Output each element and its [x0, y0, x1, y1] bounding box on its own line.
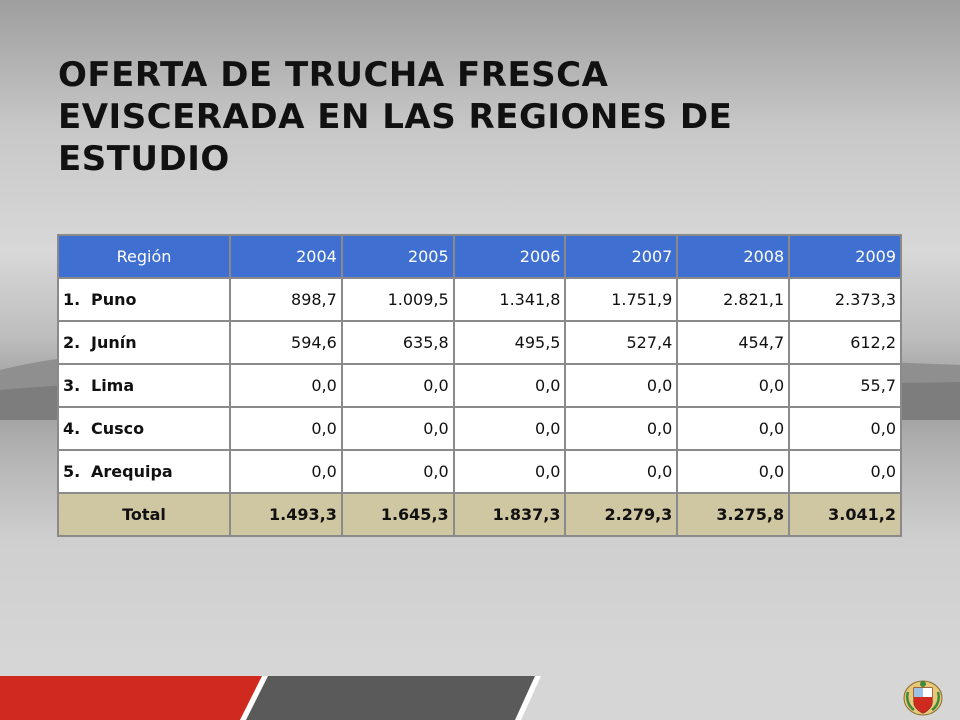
region-name: Puno: [91, 290, 137, 309]
value-cell: 0,0: [676, 449, 791, 494]
region-cell: 4. Cusco: [57, 406, 231, 451]
value-cell: 898,7: [229, 277, 343, 322]
region-cell: 1. Puno: [57, 277, 231, 322]
region-name: Lima: [91, 376, 135, 395]
value-cell: 1.009,5: [340, 277, 455, 322]
page-title: OFERTA DE TRUCHA FRESCA EVISCERADA EN LA…: [58, 55, 733, 179]
total-value-cell: 1.837,3: [452, 492, 567, 537]
value-cell: 0,0: [452, 406, 567, 451]
row-number: 3.: [63, 376, 81, 395]
value-cell: 454,7: [676, 320, 791, 365]
footer-band-grey: [521, 676, 960, 720]
table-header-row: Región 2004 2005 2006 2007 2008 2009: [57, 234, 902, 279]
column-header-2007: 2007: [564, 234, 679, 279]
value-cell: 635,8: [340, 320, 455, 365]
table-row: 5. Arequipa 0,0 0,0 0,0 0,0 0,0 0,0: [57, 449, 902, 494]
value-cell: 0,0: [564, 406, 679, 451]
region-cell: 3. Lima: [57, 363, 231, 408]
value-cell: 1.341,8: [452, 277, 567, 322]
value-cell: 0,0: [340, 363, 455, 408]
region-name: Arequipa: [91, 462, 173, 481]
table-row: 2. Junín 594,6 635,8 495,5 527,4 454,7 61…: [57, 320, 902, 365]
total-value-cell: 1.645,3: [340, 492, 455, 537]
value-cell: 0,0: [340, 449, 455, 494]
value-cell: 0,0: [788, 449, 902, 494]
footer-band-red: [0, 676, 262, 720]
value-cell: 0,0: [564, 449, 679, 494]
value-cell: 1.751,9: [564, 277, 679, 322]
value-cell: 0,0: [452, 449, 567, 494]
value-cell: 612,2: [788, 320, 902, 365]
value-cell: 0,0: [340, 406, 455, 451]
value-cell: 0,0: [788, 406, 902, 451]
total-value-cell: 2.279,3: [564, 492, 679, 537]
value-cell: 0,0: [229, 449, 343, 494]
total-value-cell: 3.041,2: [788, 492, 902, 537]
region-name: Junín: [91, 333, 137, 352]
table-row: 3. Lima 0,0 0,0 0,0 0,0 0,0 55,7: [57, 363, 902, 408]
value-cell: 2.821,1: [676, 277, 791, 322]
value-cell: 55,7: [788, 363, 902, 408]
value-cell: 527,4: [564, 320, 679, 365]
row-number: 2.: [63, 333, 81, 352]
region-cell: 2. Junín: [57, 320, 231, 365]
column-header-2008: 2008: [676, 234, 791, 279]
value-cell: 495,5: [452, 320, 567, 365]
table-row: 1. Puno 898,7 1.009,5 1.341,8 1.751,9 2.8…: [57, 277, 902, 322]
total-value-cell: 1.493,3: [229, 492, 343, 537]
total-value-cell: 3.275,8: [676, 492, 791, 537]
row-number: 5.: [63, 462, 81, 481]
total-row: Total 1.493,3 1.645,3 1.837,3 2.279,3 3.…: [57, 492, 902, 537]
footer-band: [0, 676, 960, 720]
value-cell: 0,0: [564, 363, 679, 408]
column-header-2009: 2009: [788, 234, 902, 279]
peru-coat-of-arms-icon: [903, 680, 943, 716]
value-cell: 0,0: [452, 363, 567, 408]
row-number: 1.: [63, 290, 81, 309]
column-header-2006: 2006: [452, 234, 567, 279]
table-row: 4. Cusco 0,0 0,0 0,0 0,0 0,0 0,0: [57, 406, 902, 451]
value-cell: 0,0: [676, 406, 791, 451]
value-cell: 0,0: [676, 363, 791, 408]
total-label: Total: [57, 492, 231, 537]
column-header-2004: 2004: [229, 234, 343, 279]
row-number: 4.: [63, 419, 81, 438]
footer-band-dark: [246, 676, 535, 720]
column-header-2005: 2005: [340, 234, 455, 279]
value-cell: 594,6: [229, 320, 343, 365]
region-cell: 5. Arequipa: [57, 449, 231, 494]
value-cell: 0,0: [229, 406, 343, 451]
value-cell: 0,0: [229, 363, 343, 408]
column-header-region: Región: [57, 234, 231, 279]
region-name: Cusco: [91, 419, 145, 438]
value-cell: 2.373,3: [788, 277, 902, 322]
trout-supply-table: Región 2004 2005 2006 2007 2008 2009 1. P…: [57, 234, 902, 537]
